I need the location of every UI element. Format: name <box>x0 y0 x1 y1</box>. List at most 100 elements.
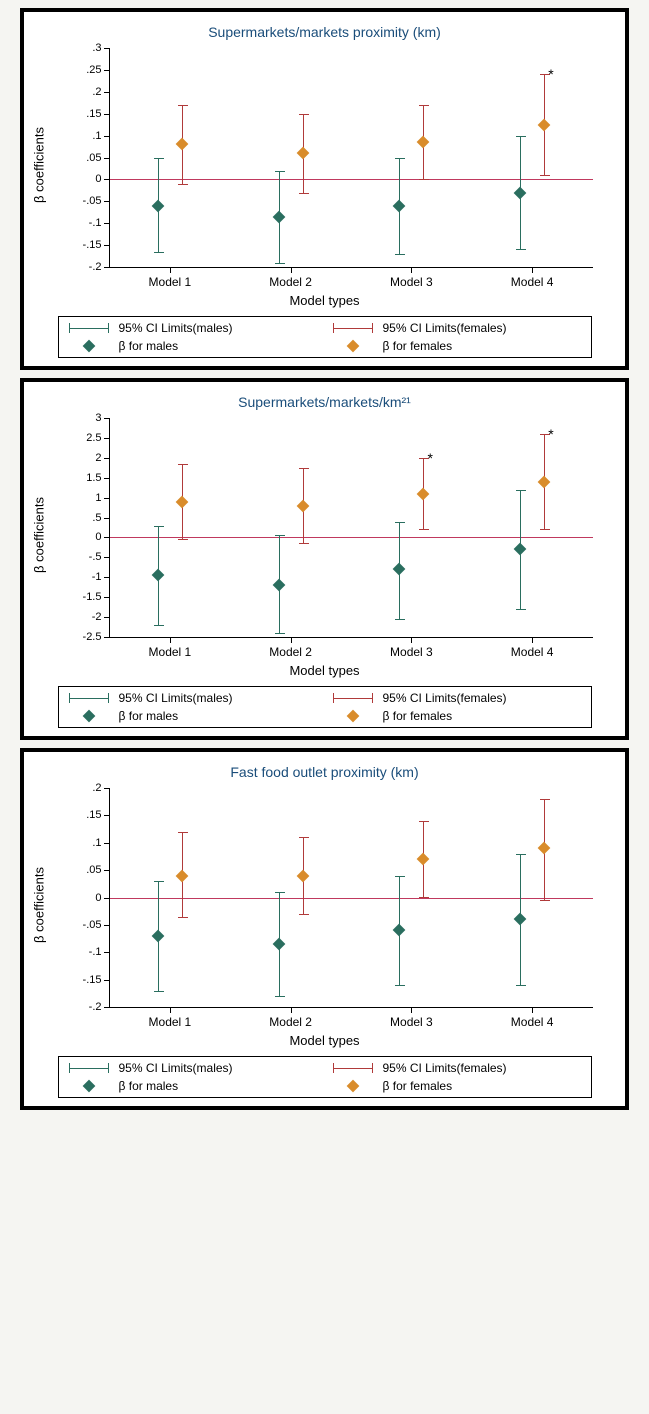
plot-area: Supermarkets/markets/km²¹β coefficientsM… <box>45 390 605 680</box>
legend-symbol <box>65 691 113 705</box>
x-tick-label: Model 3 <box>390 275 433 289</box>
legend-label: 95% CI Limits(males) <box>119 321 233 335</box>
point-marker <box>514 913 527 926</box>
legend-symbol <box>329 709 377 723</box>
y-tick-label: 1.5 <box>86 472 101 484</box>
ci-cap <box>178 105 188 106</box>
y-tick <box>104 518 110 519</box>
legend-symbol <box>65 321 113 335</box>
chart-title: Fast food outlet proximity (km) <box>45 764 605 780</box>
x-tick <box>411 1007 412 1013</box>
y-tick-label: -.1 <box>89 946 102 958</box>
ci-cap <box>395 985 405 986</box>
y-tick <box>104 498 110 499</box>
legend-label: β for females <box>383 339 453 353</box>
y-tick-label: .2 <box>92 782 101 794</box>
ci-cap <box>395 876 405 877</box>
ci-cap <box>299 468 309 469</box>
y-tick-label: -.05 <box>83 919 102 931</box>
point-marker <box>514 186 527 199</box>
legend-symbol <box>329 1079 377 1093</box>
y-tick-label: -.05 <box>83 195 102 207</box>
ci-cap <box>275 263 285 264</box>
y-tick <box>104 870 110 871</box>
y-tick-label: .1 <box>92 837 101 849</box>
y-tick <box>104 70 110 71</box>
ci-cap <box>299 543 309 544</box>
ci-cap <box>299 114 309 115</box>
y-tick-label: .15 <box>86 809 101 821</box>
y-tick-label: -.15 <box>83 974 102 986</box>
point-marker <box>272 938 285 951</box>
legend-item: β for females <box>329 1079 585 1093</box>
ci-cap <box>395 522 405 523</box>
ci-cap <box>419 529 429 530</box>
x-tick-label: Model 3 <box>390 645 433 659</box>
y-tick <box>104 980 110 981</box>
y-tick <box>104 245 110 246</box>
point-marker <box>393 563 406 576</box>
y-tick <box>104 223 110 224</box>
legend-item: β for males <box>65 709 321 723</box>
legend: 95% CI Limits(males) 95% CI Limits(female… <box>58 1056 592 1098</box>
y-tick-label: .05 <box>86 864 101 876</box>
y-tick-label: -.15 <box>83 239 102 251</box>
x-tick-label: Model 3 <box>390 1015 433 1029</box>
y-axis-label: β coefficients <box>31 497 46 573</box>
ci-cap <box>540 900 550 901</box>
x-tick-label: Model 4 <box>511 1015 554 1029</box>
legend-label: 95% CI Limits(males) <box>119 691 233 705</box>
y-tick-label: -.2 <box>89 261 102 273</box>
ci-cap <box>516 136 526 137</box>
x-tick-label: Model 4 <box>511 645 554 659</box>
y-tick-label: -1 <box>92 571 102 583</box>
legend-item: β for males <box>65 339 321 353</box>
legend-label: β for males <box>119 709 179 723</box>
chart-panel: Supermarkets/markets proximity (km)β coe… <box>20 8 629 370</box>
point-marker <box>393 199 406 212</box>
point-marker <box>538 842 551 855</box>
y-tick-label: 2.5 <box>86 432 101 444</box>
point-marker <box>514 543 527 556</box>
ci-cap <box>419 105 429 106</box>
y-tick <box>104 136 110 137</box>
legend-label: 95% CI Limits(females) <box>383 691 507 705</box>
y-tick-label: 0 <box>95 892 101 904</box>
legend-item: 95% CI Limits(males) <box>65 1061 321 1075</box>
x-tick <box>170 637 171 643</box>
y-tick <box>104 458 110 459</box>
ci-cap <box>275 171 285 172</box>
legend-item: 95% CI Limits(females) <box>329 321 585 335</box>
legend-label: β for females <box>383 709 453 723</box>
ci-cap <box>540 799 550 800</box>
ci-cap <box>275 535 285 536</box>
x-tick-label: Model 2 <box>269 275 312 289</box>
legend-symbol <box>329 691 377 705</box>
chart-panel: Supermarkets/markets/km²¹β coefficientsM… <box>20 378 629 740</box>
y-tick-label: .15 <box>86 108 101 120</box>
y-tick <box>104 815 110 816</box>
x-axis-label: Model types <box>289 1033 359 1048</box>
legend-item: 95% CI Limits(females) <box>329 1061 585 1075</box>
legend-symbol <box>65 709 113 723</box>
x-tick <box>291 637 292 643</box>
x-axis-label: Model types <box>289 293 359 308</box>
ci-cap <box>275 892 285 893</box>
point-marker <box>151 199 164 212</box>
legend-item: β for females <box>329 339 585 353</box>
legend-label: β for females <box>383 1079 453 1093</box>
y-tick <box>104 478 110 479</box>
legend-label: 95% CI Limits(females) <box>383 1061 507 1075</box>
y-tick-label: 2 <box>95 452 101 464</box>
y-tick-label: 0 <box>95 531 101 543</box>
ci-cap <box>154 881 164 882</box>
y-tick <box>104 557 110 558</box>
x-tick <box>532 1007 533 1013</box>
y-tick <box>104 418 110 419</box>
point-marker <box>296 869 309 882</box>
plot-area: Supermarkets/markets proximity (km)β coe… <box>45 20 605 310</box>
y-tick-label: -.2 <box>89 1001 102 1013</box>
legend-label: 95% CI Limits(males) <box>119 1061 233 1075</box>
x-tick <box>532 267 533 273</box>
point-marker <box>538 475 551 488</box>
